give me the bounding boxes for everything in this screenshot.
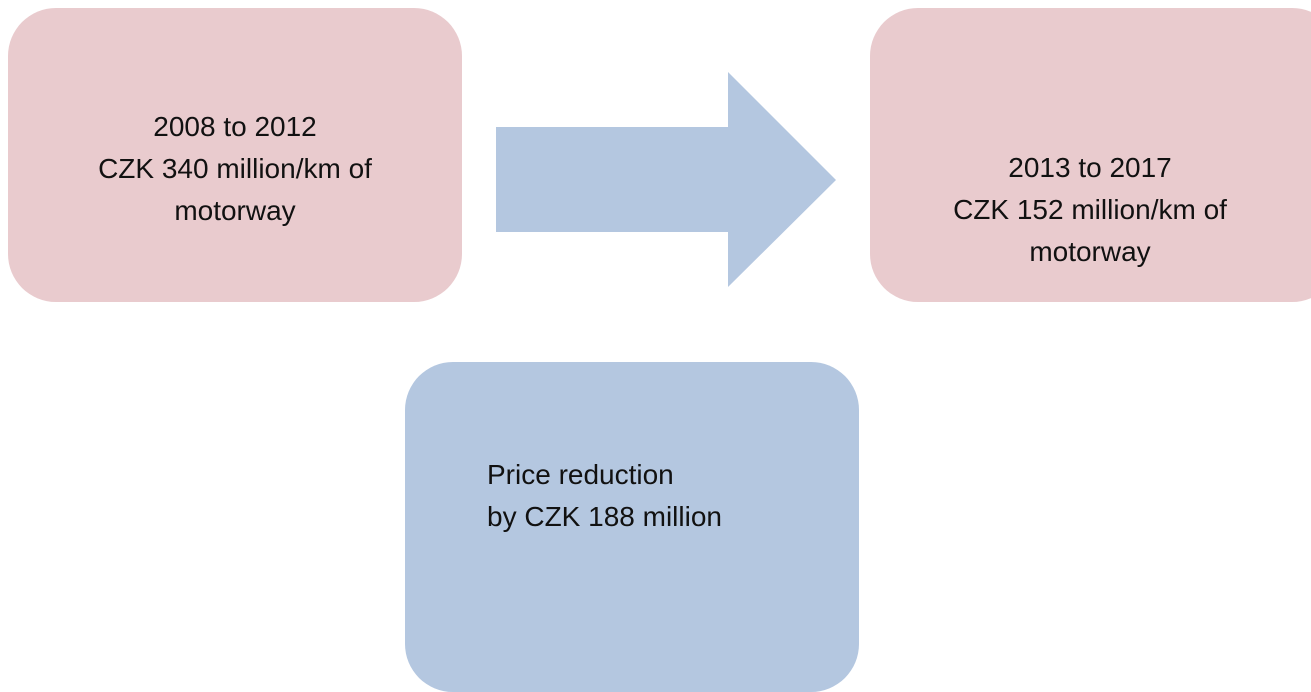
page: 2008 to 2012 CZK 340 million/km of motor… bbox=[8, 8, 1311, 692]
period-box-right bbox=[870, 8, 1311, 302]
arrow-layer bbox=[496, 72, 836, 287]
period-box-left bbox=[8, 8, 462, 302]
suffix: of bbox=[1203, 194, 1227, 225]
cost-line: CZK 152 million/km of bbox=[870, 189, 1310, 231]
arrow bbox=[496, 72, 836, 287]
cost: CZK 152 million/km bbox=[953, 194, 1196, 225]
period-text-left: 2008 to 2012 CZK 340 million/km of motor… bbox=[8, 106, 462, 232]
result-text: Price reduction by CZK 188 million bbox=[487, 454, 847, 538]
amount: CZK 188 million bbox=[524, 501, 722, 532]
period-text-right: 2013 to 2017 CZK 152 million/km of motor… bbox=[870, 147, 1310, 273]
unit: motorway bbox=[174, 195, 296, 226]
period: 2008 to 2012 bbox=[153, 111, 317, 142]
suffix: of bbox=[348, 153, 372, 184]
result-line2: by CZK 188 million bbox=[487, 496, 847, 538]
cost-line: CZK 340 million/km of bbox=[8, 148, 462, 190]
prefix: by bbox=[487, 501, 517, 532]
period: 2013 to 2017 bbox=[1008, 152, 1172, 183]
result-line1: Price reduction bbox=[487, 459, 674, 490]
unit: motorway bbox=[1029, 236, 1151, 267]
result-box bbox=[405, 362, 859, 692]
cost: CZK 340 million/km bbox=[98, 153, 341, 184]
